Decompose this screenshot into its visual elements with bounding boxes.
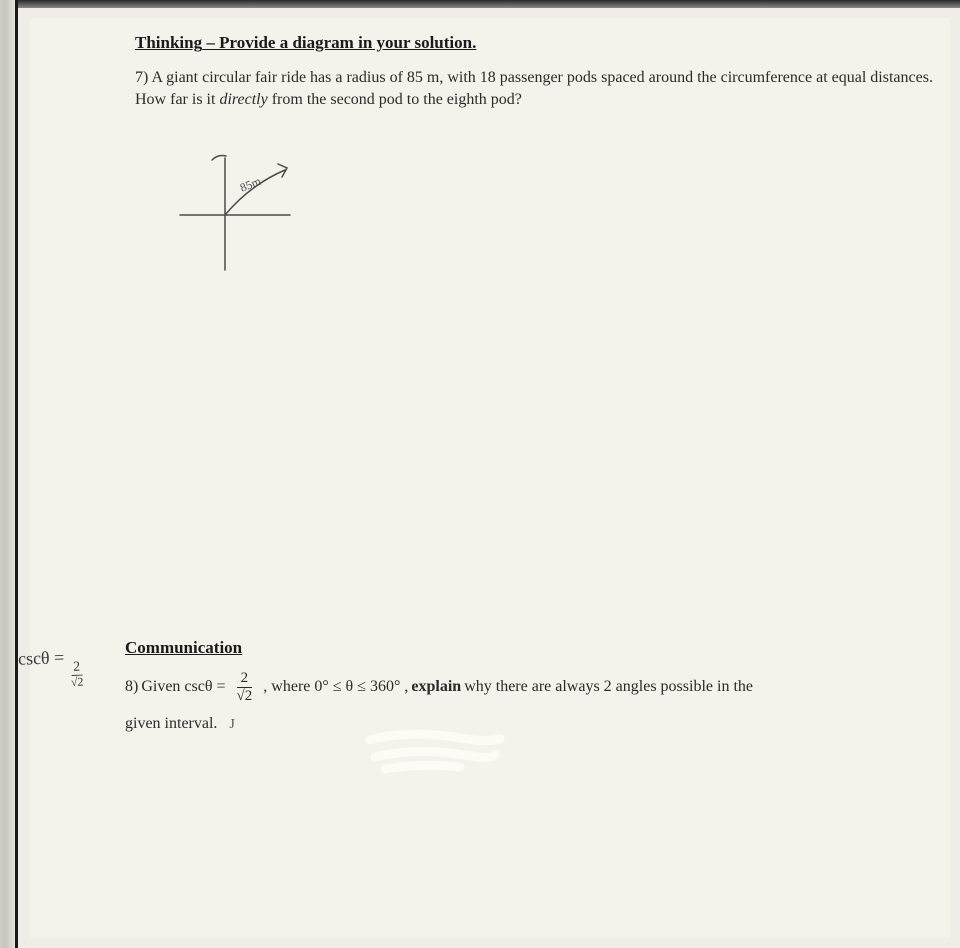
q8-trailing-mark: J bbox=[229, 717, 236, 732]
q8-interval-text: given interval. bbox=[125, 715, 217, 732]
handwriting-fraction: 2 √2 bbox=[68, 660, 86, 688]
communication-heading: Communication bbox=[125, 638, 950, 658]
q8-text-b: , where 0° ≤ θ ≤ 360° , bbox=[263, 675, 408, 699]
sketch-radius-label: 85m bbox=[238, 174, 264, 195]
q8-number: 8) bbox=[125, 675, 138, 699]
q8-line-2: given interval. J bbox=[125, 712, 925, 736]
q7-italic-word: directly bbox=[219, 91, 267, 108]
communication-section: cscθ = 2 √2 Communication 8) Given cscθ … bbox=[30, 638, 950, 736]
question-8: 8) Given cscθ = 2 √2 , where 0° ≤ θ ≤ 36… bbox=[125, 670, 925, 736]
thinking-heading-prefix: Thinking bbox=[135, 33, 202, 52]
handwriting-csc: cscθ = bbox=[18, 647, 65, 669]
hand-sketch-diagram: 85m bbox=[170, 140, 940, 295]
erasure-scribble bbox=[365, 725, 505, 775]
q8-frac-numerator: 2 bbox=[237, 670, 253, 688]
scribble-svg bbox=[365, 725, 505, 775]
q7-text-b: from the second pod to the eighth pod? bbox=[268, 91, 522, 108]
question-7: 7) A giant circular fair ride has a radi… bbox=[135, 67, 935, 110]
hand-frac-den: √2 bbox=[69, 675, 86, 688]
q7-number: 7) bbox=[135, 69, 148, 86]
q8-frac-denominator: √2 bbox=[233, 688, 257, 705]
q8-text-a: Given cscθ = bbox=[141, 675, 225, 699]
q8-fraction: 2 √2 bbox=[233, 670, 257, 704]
q8-line-1: 8) Given cscθ = 2 √2 , where 0° ≤ θ ≤ 36… bbox=[125, 670, 925, 704]
thinking-heading: Thinking – Provide a diagram in your sol… bbox=[135, 33, 940, 53]
scribble-stroke-1 bbox=[370, 734, 500, 740]
q8-text-c: why there are always 2 angles possible i… bbox=[464, 675, 753, 699]
scribble-stroke-3 bbox=[385, 765, 460, 769]
page-top-edge bbox=[0, 0, 960, 8]
scribble-stroke-2 bbox=[375, 751, 495, 757]
worksheet-page: Thinking – Provide a diagram in your sol… bbox=[30, 18, 950, 938]
q8-bold-word: explain bbox=[411, 675, 461, 699]
page-binding-edge bbox=[0, 0, 18, 948]
sketch-top-hook bbox=[212, 156, 226, 161]
sketch-svg: 85m bbox=[170, 140, 330, 290]
thinking-heading-rest: – Provide a diagram in your solution. bbox=[202, 33, 476, 52]
margin-handwriting: cscθ = 2 √2 bbox=[18, 647, 65, 670]
